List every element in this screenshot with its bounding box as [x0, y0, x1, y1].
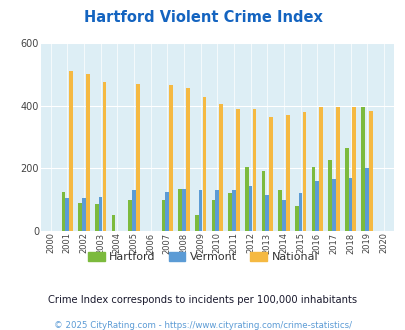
Bar [215, 190, 219, 231]
Bar [235, 109, 239, 231]
Bar [315, 181, 318, 231]
Bar [181, 189, 185, 231]
Bar [86, 74, 90, 231]
Bar [132, 190, 135, 231]
Bar [161, 200, 165, 231]
Bar [252, 109, 256, 231]
Bar [368, 111, 372, 231]
Bar [98, 197, 102, 231]
Bar [311, 167, 314, 231]
Bar [285, 115, 289, 231]
Text: Crime Index corresponds to incidents per 100,000 inhabitants: Crime Index corresponds to incidents per… [48, 295, 357, 305]
Bar [364, 168, 368, 231]
Bar [232, 190, 235, 231]
Bar [277, 190, 281, 231]
Bar [302, 113, 305, 231]
Bar [185, 88, 189, 231]
Bar [352, 107, 355, 231]
Bar [360, 107, 364, 231]
Bar [244, 167, 248, 231]
Bar [194, 215, 198, 231]
Bar [298, 193, 302, 231]
Bar [78, 203, 82, 231]
Bar [261, 172, 264, 231]
Bar [211, 200, 215, 231]
Bar [269, 116, 272, 231]
Bar [348, 178, 352, 231]
Legend: Hartford, Vermont, National: Hartford, Vermont, National [83, 248, 322, 267]
Text: © 2025 CityRating.com - https://www.cityrating.com/crime-statistics/: © 2025 CityRating.com - https://www.city… [54, 321, 351, 330]
Bar [128, 200, 132, 231]
Bar [294, 206, 298, 231]
Text: Hartford Violent Crime Index: Hartford Violent Crime Index [83, 10, 322, 25]
Bar [327, 160, 331, 231]
Bar [198, 190, 202, 231]
Bar [344, 148, 347, 231]
Bar [111, 215, 115, 231]
Bar [219, 104, 222, 231]
Bar [331, 179, 335, 231]
Bar [82, 198, 85, 231]
Bar [202, 97, 206, 231]
Bar [136, 84, 139, 231]
Bar [318, 107, 322, 231]
Bar [165, 192, 168, 231]
Bar [178, 189, 181, 231]
Bar [281, 200, 285, 231]
Bar [102, 82, 106, 231]
Bar [65, 198, 69, 231]
Bar [95, 204, 98, 231]
Bar [248, 185, 252, 231]
Bar [335, 107, 339, 231]
Bar [62, 192, 65, 231]
Bar [265, 195, 269, 231]
Bar [228, 193, 231, 231]
Bar [69, 71, 73, 231]
Bar [169, 85, 173, 231]
